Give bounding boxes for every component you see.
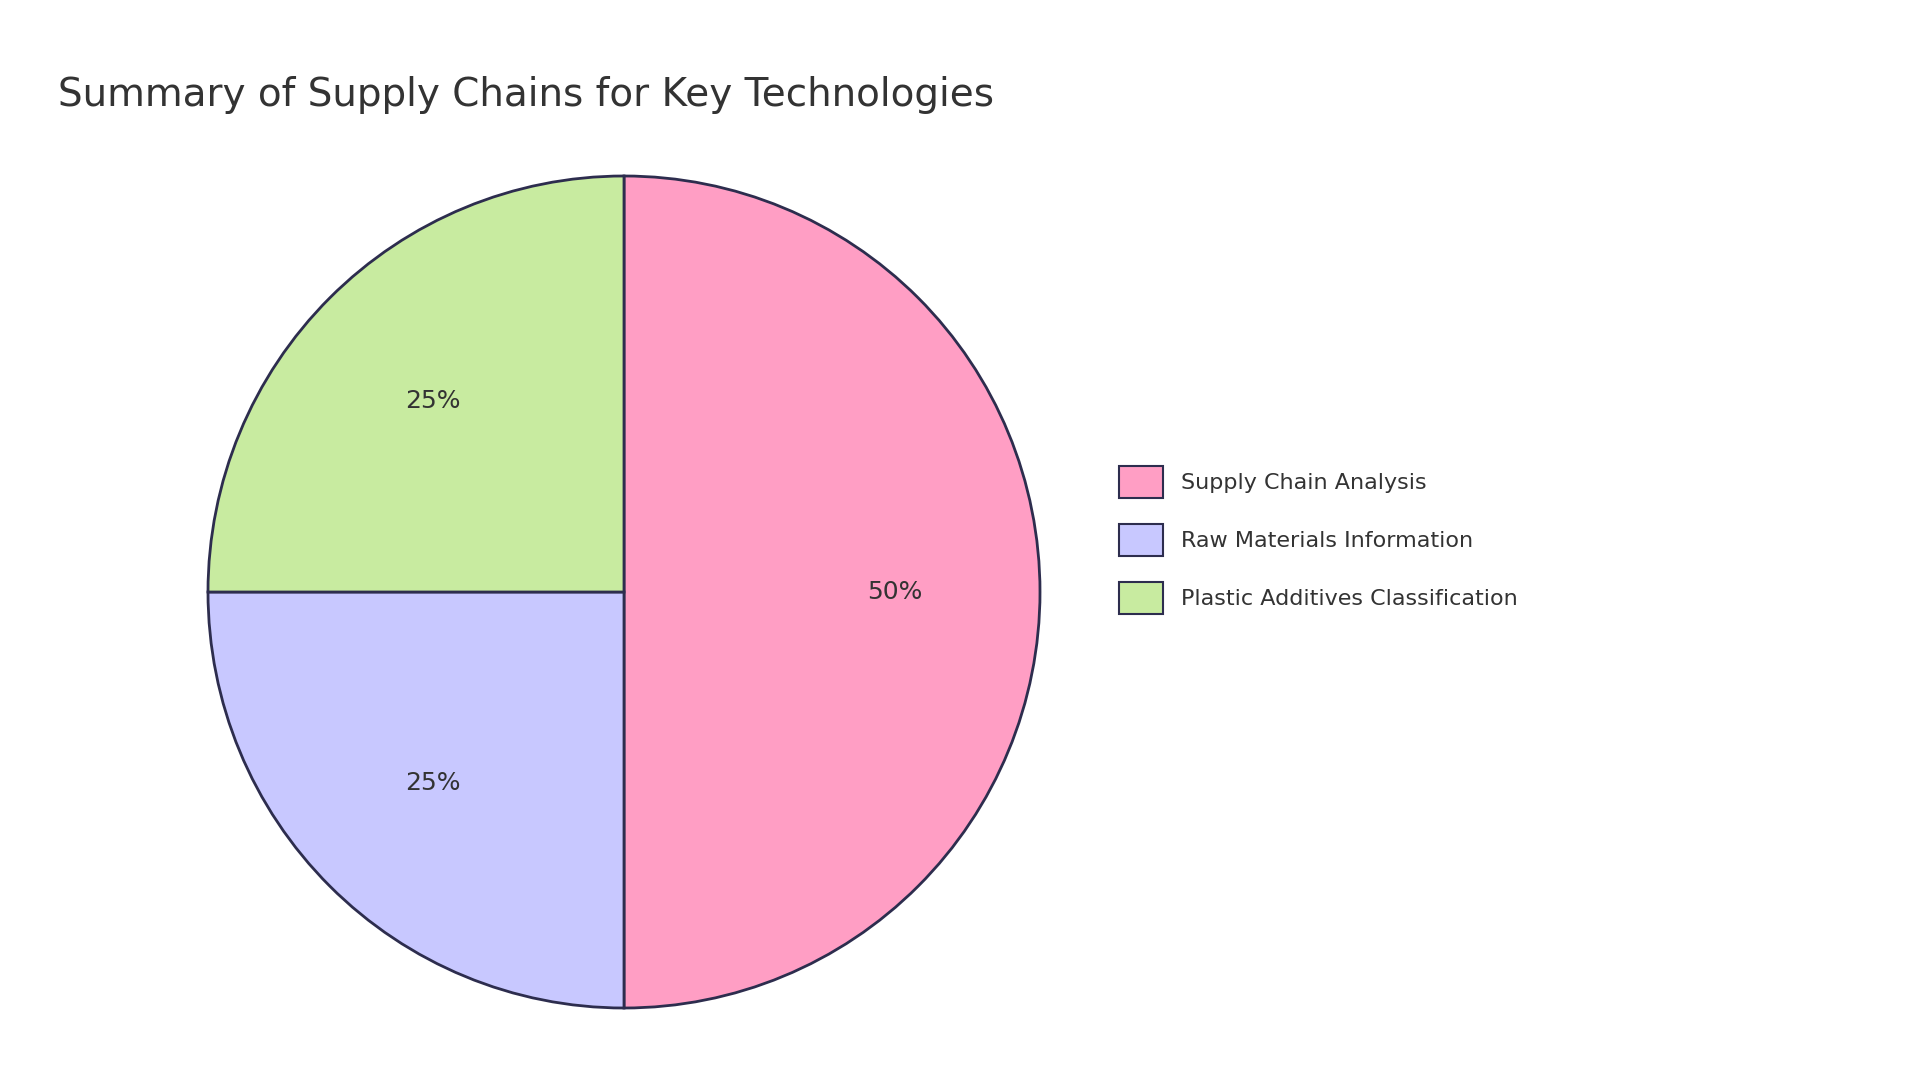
Text: 25%: 25% [405,389,461,413]
Text: 25%: 25% [405,771,461,795]
Wedge shape [624,176,1041,1008]
Text: 50%: 50% [866,580,922,604]
Wedge shape [207,176,624,592]
Wedge shape [207,592,624,1008]
Legend: Supply Chain Analysis, Raw Materials Information, Plastic Additives Classificati: Supply Chain Analysis, Raw Materials Inf… [1108,455,1528,625]
Text: Summary of Supply Chains for Key Technologies: Summary of Supply Chains for Key Technol… [58,76,995,113]
